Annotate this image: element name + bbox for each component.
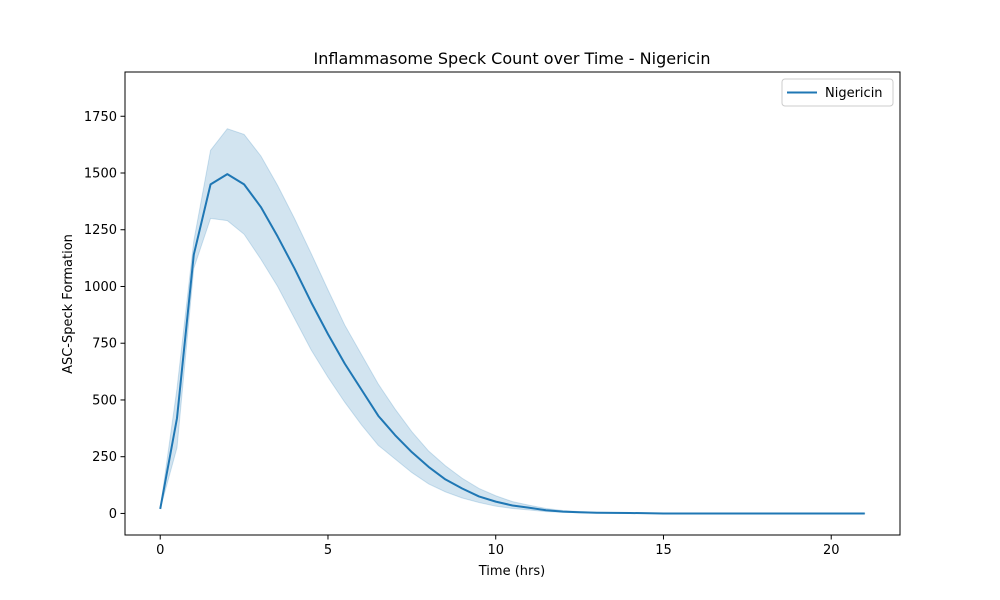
axes-frame [124, 71, 901, 536]
x-tick-label: 5 [324, 543, 332, 558]
legend-label-nigericin: Nigericin [825, 86, 883, 101]
x-tick-label: 20 [823, 543, 840, 558]
y-tick-label: 500 [92, 393, 117, 408]
legend-box [781, 78, 894, 107]
plot-area [124, 71, 901, 536]
x-axis-label: Time (hrs) [478, 564, 545, 579]
y-tick-label: 0 [109, 507, 117, 522]
y-tick-label: 1500 [84, 166, 117, 181]
series-line-0 [159, 173, 865, 515]
y-tick-label: 250 [92, 450, 117, 465]
x-axis-ticks: 0 5 10 15 20 [156, 535, 839, 558]
y-tick-label: 750 [92, 337, 117, 352]
y-axis-ticks: 0 250 500 750 1000 1250 1500 1750 [84, 110, 125, 522]
y-tick-label: 1000 [84, 280, 117, 295]
series-line-layer [159, 173, 865, 515]
y-tick-label: 1250 [84, 223, 117, 238]
x-tick-label: 10 [487, 543, 504, 558]
x-tick-label: 15 [655, 543, 672, 558]
y-axis-label: ASC-Speck Formation [61, 234, 76, 374]
legend: Nigericin [781, 78, 894, 107]
chart-title: Inflammasome Speck Count over Time - Nig… [314, 49, 711, 68]
y-tick-label: 1750 [84, 110, 117, 125]
x-tick-label: 0 [156, 543, 164, 558]
